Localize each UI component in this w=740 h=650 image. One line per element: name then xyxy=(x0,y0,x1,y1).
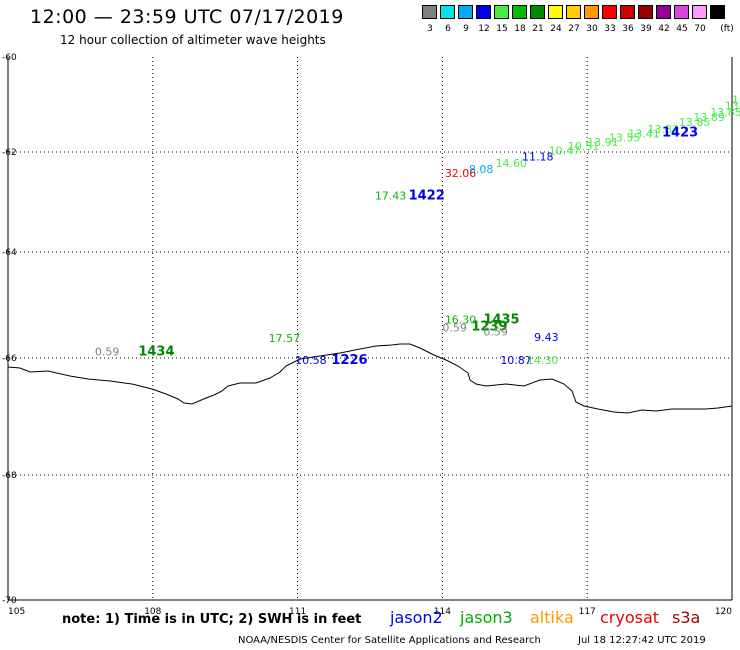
latitude-label: -64 xyxy=(2,248,17,258)
pass-time-label: 1422 xyxy=(409,189,445,204)
latitude-label: -66 xyxy=(2,354,17,364)
legend-swatch xyxy=(656,5,671,19)
legend-swatch xyxy=(494,5,509,19)
legend-label: 42 xyxy=(658,24,670,34)
legend-swatch xyxy=(422,5,437,19)
wave-height-value: 0.59 xyxy=(442,322,467,335)
satellite-s3a: s3a xyxy=(672,608,701,627)
latitude-label: -68 xyxy=(2,471,17,481)
legend-swatch xyxy=(440,5,455,19)
wave-height-value: 0.59 xyxy=(95,345,120,358)
legend-swatch xyxy=(584,5,599,19)
observation-labels: 0.59 1434 17.57 10.58 1226 17.43 142232.068.08… xyxy=(95,94,740,368)
wave-height-value: 13.41 xyxy=(628,127,660,140)
legend-swatch xyxy=(548,5,563,19)
footnote: note: 1) Time is in UTC; 2) SWH is in fe… xyxy=(62,612,362,627)
wave-height-value: 8.08 xyxy=(469,163,494,176)
wave-height-value: 17.57 xyxy=(269,332,301,345)
pass-time-label: 1435 xyxy=(483,313,519,328)
longitude-label: 108 xyxy=(144,607,161,617)
legend-label: 27 xyxy=(568,24,580,34)
wave-height-value: 13.85 xyxy=(679,116,711,129)
legend-label: 30 xyxy=(586,24,598,34)
wave-height-value: 11.18 xyxy=(522,151,554,164)
map-frame xyxy=(7,57,733,601)
legend-label: 9 xyxy=(463,24,469,34)
legend-label: 24 xyxy=(550,24,562,34)
latitude-label: -70 xyxy=(2,596,17,606)
wave-height-value: 13.85 xyxy=(710,106,740,119)
longitude-label: 111 xyxy=(289,607,306,617)
longitude-label: 114 xyxy=(434,607,451,617)
graticule xyxy=(8,57,732,600)
wave-height-value: 17.43 xyxy=(375,190,407,203)
antarctic-coastline xyxy=(7,343,733,414)
pass-time-label: 1434 xyxy=(138,344,174,359)
generated-timestamp: Jul 18 12:27:42 UTC 2019 xyxy=(578,635,706,646)
latitude-label: -60 xyxy=(2,53,17,63)
legend-label: 6 xyxy=(445,24,451,34)
latitude-label: -62 xyxy=(2,148,17,158)
legend-unit: (ft) xyxy=(720,24,734,34)
wave-height-value: 10.58 xyxy=(295,354,327,367)
satellite-jason3: jason3 xyxy=(460,608,513,627)
page-subtitle: 12 hour collection of altimeter wave hei… xyxy=(60,33,326,47)
longitude-label: 120 xyxy=(715,607,732,617)
wave-height-value: 13.91 xyxy=(587,136,619,149)
legend-swatch xyxy=(566,5,581,19)
wave-height-value: 14.30 xyxy=(527,354,559,367)
wave-height-value: 13.89 xyxy=(693,111,725,124)
wave-height-value: 16.30 xyxy=(445,314,477,327)
wave-height-value: 10.87 xyxy=(500,354,532,367)
pass-time-label: 1226 xyxy=(331,353,367,368)
wave-height-value: 13.82 xyxy=(648,123,680,136)
legend-label: 3 xyxy=(427,24,433,34)
legend-label: 18 xyxy=(514,24,526,34)
longitude-label: 105 xyxy=(8,607,25,617)
credit-line: NOAA/NESDIS Center for Satellite Applica… xyxy=(238,635,541,646)
legend-swatch xyxy=(692,5,707,19)
satellite-jason2: jason2 xyxy=(390,608,443,627)
wave-height-value: 13.28 xyxy=(725,99,740,112)
legend-swatch xyxy=(638,5,653,19)
legend-swatch xyxy=(674,5,689,19)
satellite-cryosat: cryosat xyxy=(600,608,660,627)
pass-time-label: 1239 xyxy=(471,319,507,334)
pass-time-label: 1423 xyxy=(662,125,698,140)
legend-label: 15 xyxy=(496,24,508,34)
legend-label: 70 xyxy=(694,24,706,34)
legend-swatch xyxy=(476,5,491,19)
legend-label: 21 xyxy=(532,24,544,34)
wave-height-value: 10.47 xyxy=(549,145,581,158)
legend-swatch xyxy=(458,5,473,19)
legend-swatch xyxy=(710,5,725,19)
legend-label: 36 xyxy=(622,24,634,34)
legend-swatch xyxy=(602,5,617,19)
satellite-altika: altika xyxy=(530,608,574,627)
wave-height-value: 10.51 xyxy=(568,140,600,153)
wave-height-value: 13.55 xyxy=(609,132,641,145)
legend-swatch xyxy=(530,5,545,19)
longitude-label: 117 xyxy=(579,607,596,617)
wave-height-value: 9.43 xyxy=(534,331,559,344)
wave-height-value: 0.59 xyxy=(483,326,508,339)
wave-height-value: 14.60 xyxy=(495,157,527,170)
wave-height-value: 32.06 xyxy=(445,167,477,180)
page-title: 12:00 — 23:59 UTC 07/17/2019 xyxy=(30,6,344,28)
legend-label: 12 xyxy=(478,24,490,34)
legend-swatch xyxy=(620,5,635,19)
legend-label: 39 xyxy=(640,24,652,34)
wave-height-value: 13.1 xyxy=(732,94,740,107)
legend-swatch xyxy=(512,5,527,19)
legend-label: 33 xyxy=(604,24,616,34)
legend-label: 45 xyxy=(676,24,688,34)
coordinate-labels: 105 108 111 114 117 120 -60 -62 -64 -66 -68 -70 xyxy=(2,53,732,617)
